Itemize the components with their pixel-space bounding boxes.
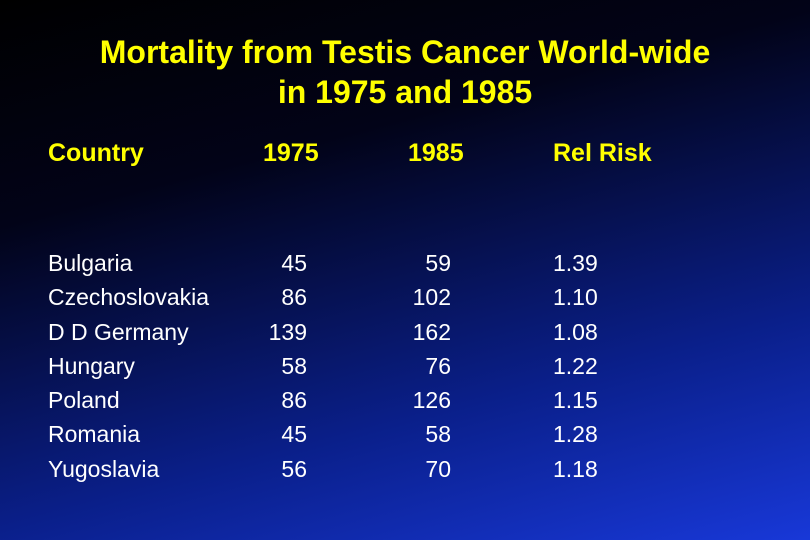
rel-risk-cell: 1.28 (553, 421, 598, 448)
rel-risk-cell: 1.22 (553, 352, 598, 379)
value-1975-cell: 86 (281, 284, 307, 311)
value-1985-cell: 70 (425, 455, 451, 482)
slide-title: Mortality from Testis Cancer World-wide … (0, 32, 810, 112)
rel-risk-cell: 1.15 (553, 387, 598, 414)
header-rel-risk: Rel Risk (553, 139, 652, 167)
value-1985-cell: 76 (425, 352, 451, 379)
value-1985-cell: 102 (412, 284, 451, 311)
value-1975-cell: 45 (281, 421, 307, 448)
country-cell: Yugoslavia (48, 455, 160, 482)
value-1985-cell: 162 (412, 318, 451, 345)
country-cell: Bulgaria (48, 250, 133, 276)
header-country: Country (48, 139, 144, 167)
value-1985-cell: 126 (412, 387, 451, 414)
rel-risk-cell: 1.18 (553, 455, 598, 482)
value-1985-cell: 59 (425, 250, 451, 276)
column-1985: 59 102 162 76 126 58 70 (383, 246, 451, 486)
value-1975-cell: 45 (281, 250, 307, 276)
value-1975-cell: 58 (281, 352, 307, 379)
country-cell: Romania (48, 421, 141, 448)
value-1985-cell: 58 (425, 421, 451, 448)
column-rel-risk: 1.39 1.10 1.08 1.22 1.15 1.28 1.18 (553, 246, 598, 486)
column-1975: 45 86 139 58 86 45 56 (240, 246, 307, 486)
country-cell: Poland (48, 387, 120, 414)
country-cell: D D Germany (48, 318, 189, 345)
rel-risk-cell: 1.10 (553, 284, 598, 311)
value-1975-cell: 56 (281, 455, 307, 482)
column-country: Bulgaria Czechoslovakia D D Germany Hung… (48, 246, 209, 486)
rel-risk-cell: 1.08 (553, 318, 598, 345)
country-cell: Hungary (48, 352, 135, 379)
value-1975-cell: 139 (268, 318, 307, 345)
country-cell: Czechoslovakia (48, 284, 210, 311)
slide-title-line-2: in 1975 and 1985 (277, 74, 533, 110)
slide-title-line-1: Mortality from Testis Cancer World-wide (99, 34, 711, 70)
rel-risk-cell: 1.39 (553, 250, 598, 276)
header-1985: 1985 (408, 139, 464, 167)
header-1975: 1975 (263, 139, 319, 167)
value-1975-cell: 86 (281, 387, 307, 414)
